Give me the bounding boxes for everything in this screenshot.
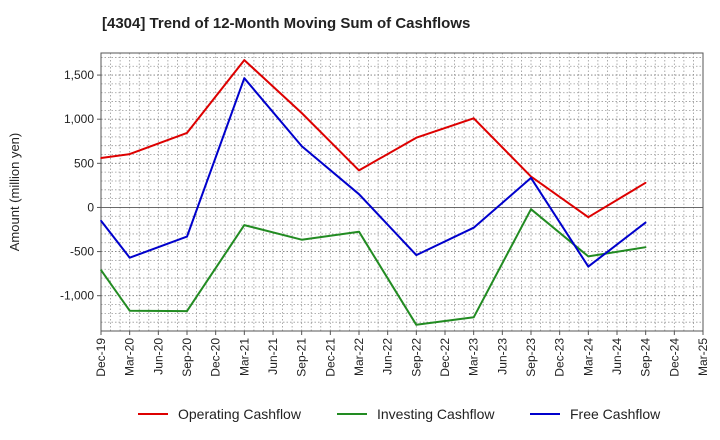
x-tick-label: Mar-25 <box>696 338 710 376</box>
y-tick-label: -1,000 <box>60 289 94 303</box>
data-point <box>587 255 590 258</box>
legend-label: Free Cashflow <box>570 406 661 422</box>
data-point <box>587 216 590 218</box>
legend: Operating Cashflow Investing Cashflow Free… <box>138 406 661 422</box>
legend-label: Investing Cashflow <box>377 406 495 422</box>
data-point <box>644 181 647 184</box>
data-point <box>358 230 360 233</box>
data-point <box>472 226 475 229</box>
data-point <box>530 175 532 178</box>
x-tick-label: Dec-20 <box>209 338 223 377</box>
x-tick-label: Jun-24 <box>610 338 624 375</box>
data-point <box>415 254 418 256</box>
x-tick-label: Dec-21 <box>323 338 337 377</box>
series-line <box>100 208 646 326</box>
x-tick-label: Sep-22 <box>409 338 423 377</box>
x-tick-label: Sep-23 <box>524 338 538 377</box>
y-tick-label: 1,000 <box>64 112 94 126</box>
x-tick-label: Jun-23 <box>495 338 509 375</box>
data-point <box>415 324 418 326</box>
data-point <box>128 309 131 312</box>
x-tick-label: Mar-23 <box>467 338 481 376</box>
x-tick-label: Jun-21 <box>266 338 280 375</box>
data-point <box>472 117 475 120</box>
data-point <box>300 145 303 147</box>
data-point <box>300 238 303 241</box>
grid-lines <box>101 53 703 331</box>
y-tick-label: -500 <box>70 245 94 259</box>
x-tick-label: Sep-24 <box>639 338 653 377</box>
x-tick-label: Mar-24 <box>581 338 595 376</box>
data-point <box>530 177 532 179</box>
data-point <box>128 153 131 155</box>
data-point <box>300 112 303 114</box>
x-tick-label: Dec-19 <box>94 338 108 377</box>
x-tick-label: Jun-20 <box>151 338 165 375</box>
x-tick-label: Dec-23 <box>553 338 567 377</box>
data-point <box>587 265 590 268</box>
data-point <box>358 169 360 172</box>
data-point <box>186 132 188 134</box>
series-lines <box>100 59 647 326</box>
x-axis-ticks: Dec-19 Mar-20 Jun-20 Sep-20 Dec-20 Mar-21 Jun-… <box>94 331 710 377</box>
legend-label: Operating Cashflow <box>178 406 302 422</box>
x-tick-label: Sep-21 <box>295 338 309 377</box>
x-tick-label: Mar-20 <box>123 338 137 376</box>
x-tick-label: Jun-22 <box>381 338 395 375</box>
y-tick-label: 0 <box>87 200 94 214</box>
data-point <box>128 256 131 259</box>
data-point <box>243 224 246 226</box>
x-tick-label: Sep-20 <box>180 338 194 377</box>
y-axis-label: Amount (million yen) <box>7 133 22 252</box>
data-point <box>243 77 246 79</box>
data-point <box>472 316 475 319</box>
y-tick-label: 1,500 <box>64 68 94 82</box>
data-point <box>415 136 418 139</box>
x-tick-label: Mar-22 <box>352 338 366 376</box>
data-point <box>186 235 188 238</box>
chart-title: [4304] Trend of 12-Month Moving Sum of C… <box>102 15 471 32</box>
x-tick-label: Dec-24 <box>667 338 681 377</box>
data-point <box>100 219 102 222</box>
data-point <box>358 193 360 196</box>
data-point <box>186 310 188 312</box>
plot-area-frame <box>100 52 704 332</box>
y-tick-label: 500 <box>74 156 94 170</box>
y-axis-ticks: -1,000 -500 0 500 1,000 1,500 <box>60 68 101 303</box>
data-point <box>243 59 246 61</box>
data-point <box>644 221 647 224</box>
data-point <box>644 246 647 248</box>
x-tick-label: Dec-22 <box>438 338 452 377</box>
x-tick-label: Mar-21 <box>237 338 251 376</box>
data-point <box>100 269 102 271</box>
data-point <box>100 157 102 159</box>
data-point <box>530 208 532 211</box>
